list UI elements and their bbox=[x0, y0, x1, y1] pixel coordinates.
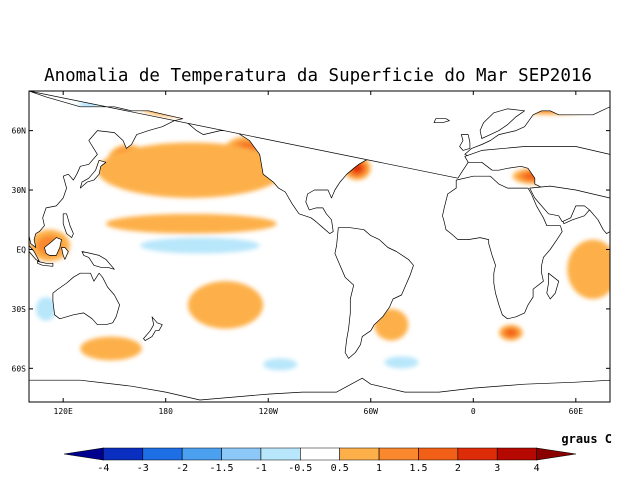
landmass-borneo bbox=[44, 237, 62, 256]
anomaly-contour bbox=[140, 237, 260, 254]
anomaly-contour bbox=[505, 329, 517, 337]
chart-title: Anomalia de Temperatura da Superficie do… bbox=[44, 66, 592, 86]
anomaly-contour bbox=[97, 142, 286, 198]
colorbar-bin bbox=[496, 447, 537, 461]
landmass-south-america bbox=[334, 227, 414, 359]
landmass-australia bbox=[52, 272, 120, 326]
landmass-new-guinea bbox=[81, 251, 115, 270]
colorbar-label: 2 bbox=[455, 463, 461, 474]
landmass-arabia-india bbox=[529, 185, 610, 234]
landmass-java bbox=[37, 261, 54, 267]
lon-tick-label: 120W bbox=[259, 407, 278, 416]
map-frame bbox=[28, 90, 611, 403]
colorbar-label: 3 bbox=[494, 463, 500, 474]
anomaly-region bbox=[140, 237, 260, 254]
colorbar-bin bbox=[221, 447, 262, 461]
anomaly-region bbox=[384, 356, 419, 369]
latitude-axis: 60N 30N EQ 30S 60S bbox=[12, 127, 610, 373]
anomaly-contour bbox=[263, 358, 298, 371]
colorbar-label: 1 bbox=[376, 463, 382, 474]
colorbar-bin bbox=[260, 447, 301, 461]
landmass-iceland bbox=[433, 118, 450, 124]
colorbar-bin bbox=[418, 447, 459, 461]
colorbar-label: -0.5 bbox=[288, 463, 312, 474]
lat-tick-label: 60S bbox=[12, 364, 27, 373]
lat-tick-label: 60N bbox=[12, 127, 27, 136]
anomaly-region bbox=[498, 324, 523, 341]
anomaly-contour bbox=[35, 297, 57, 321]
lon-tick-label: 0 bbox=[471, 407, 476, 416]
landmass-japan bbox=[79, 159, 107, 189]
colorbar-label: -2 bbox=[176, 463, 188, 474]
colorbar-bin bbox=[536, 447, 577, 461]
colorbar-label: -4 bbox=[97, 463, 109, 474]
colorbar-label: -1 bbox=[255, 463, 267, 474]
lon-tick-label: 60E bbox=[569, 407, 584, 416]
anomaly-region bbox=[97, 142, 286, 198]
lat-tick-label: EQ bbox=[16, 245, 26, 254]
anomaly-contour bbox=[384, 356, 419, 369]
colorbar-bin bbox=[457, 447, 498, 461]
map-area bbox=[29, 91, 610, 402]
lon-tick-label: 180 bbox=[158, 407, 173, 416]
landmass-new-zealand bbox=[143, 316, 163, 341]
landmass-africa bbox=[442, 175, 563, 320]
colorbar-label: 0.5 bbox=[331, 463, 349, 474]
colorbar-label: 1.5 bbox=[409, 463, 427, 474]
lat-tick-label: 30N bbox=[12, 186, 27, 195]
landmass-britain bbox=[459, 134, 471, 151]
lon-tick-label: 60W bbox=[364, 407, 379, 416]
anomaly-contour bbox=[105, 213, 277, 234]
colorbar-bin bbox=[181, 447, 222, 461]
anomaly-region bbox=[263, 358, 298, 371]
colorbar-bin bbox=[103, 447, 144, 461]
landmass-eurasia bbox=[29, 91, 610, 248]
landmass-scandinavia bbox=[479, 108, 525, 139]
landmass-antarctica bbox=[29, 377, 610, 402]
anomaly-region bbox=[105, 213, 277, 234]
colorbar-bin bbox=[142, 447, 183, 461]
anomaly-region bbox=[567, 239, 610, 299]
anomaly-contour bbox=[567, 239, 610, 299]
colorbar-label: 4 bbox=[534, 463, 540, 474]
colorbar-label: -1.5 bbox=[209, 463, 233, 474]
anomaly-region bbox=[35, 297, 57, 321]
colorbar-bin bbox=[339, 447, 380, 461]
anomaly-region bbox=[80, 336, 142, 361]
anomaly-contour bbox=[187, 281, 264, 329]
lat-tick-label: 30S bbox=[12, 305, 27, 314]
colorbar-bin bbox=[300, 447, 340, 461]
continents-layer bbox=[29, 91, 610, 402]
units-label: graus C bbox=[561, 432, 612, 446]
colorbar-bin bbox=[378, 447, 419, 461]
colorbar-bin bbox=[63, 447, 104, 461]
colorbar-label: -3 bbox=[137, 463, 149, 474]
anomaly-contour bbox=[80, 336, 142, 361]
landmass-sulawesi bbox=[61, 247, 69, 260]
anomaly-region bbox=[187, 281, 264, 329]
longitude-axis: 120E 180 120W 60W 0 60E bbox=[54, 91, 584, 416]
landmass-philippines bbox=[62, 213, 74, 238]
lon-tick-label: 120E bbox=[54, 407, 73, 416]
colorbar: -4 -3 -2 -1.5 -1 -0.5 0.5 1 1.5 2 3 4 bbox=[63, 447, 577, 474]
landmass-madagascar bbox=[546, 272, 560, 300]
